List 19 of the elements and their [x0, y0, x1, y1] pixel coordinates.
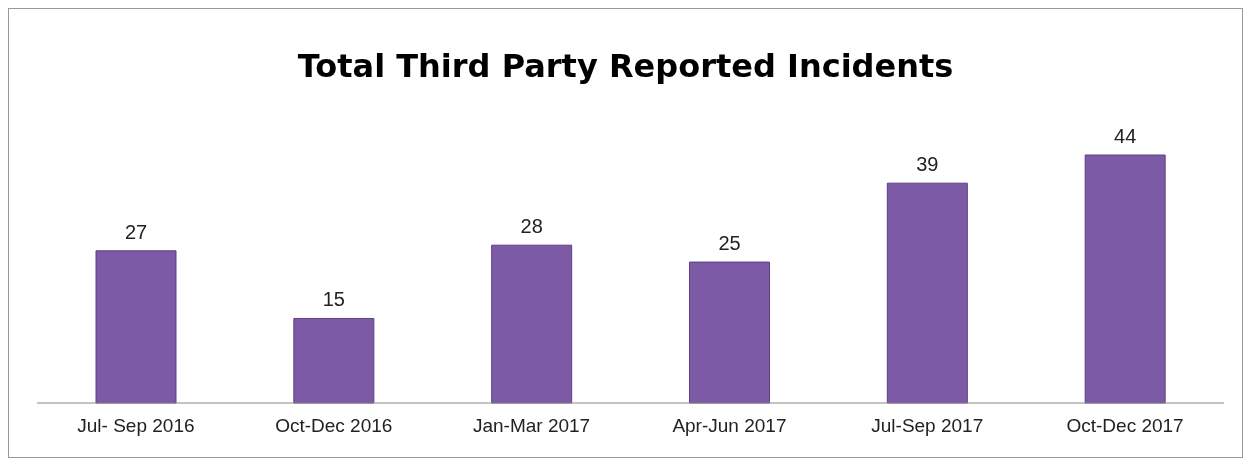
- data-label: 25: [718, 232, 741, 255]
- data-label: 28: [520, 215, 543, 238]
- x-tick-label: Jan-Mar 2017: [472, 415, 591, 437]
- bar: [491, 244, 573, 404]
- x-tick-label: Apr-Jun 2017: [672, 415, 787, 437]
- x-tick-label: Jul-Sep 2017: [871, 415, 984, 437]
- data-label: 27: [124, 220, 148, 243]
- x-tick-label: Oct-Dec 2016: [275, 415, 393, 437]
- bar: [1084, 154, 1166, 404]
- x-tick-label: Oct-Dec 2017: [1066, 415, 1184, 437]
- chart-title: Total Third Party Reported Incidents: [296, 47, 955, 85]
- bar: [293, 317, 375, 404]
- data-label: 15: [322, 288, 345, 311]
- bar: [95, 250, 177, 404]
- bar: [886, 182, 968, 404]
- x-tick-label: Jul- Sep 2016: [77, 415, 195, 437]
- data-label: 44: [1114, 125, 1137, 147]
- bar: [689, 261, 770, 404]
- data-label: 39: [916, 153, 939, 176]
